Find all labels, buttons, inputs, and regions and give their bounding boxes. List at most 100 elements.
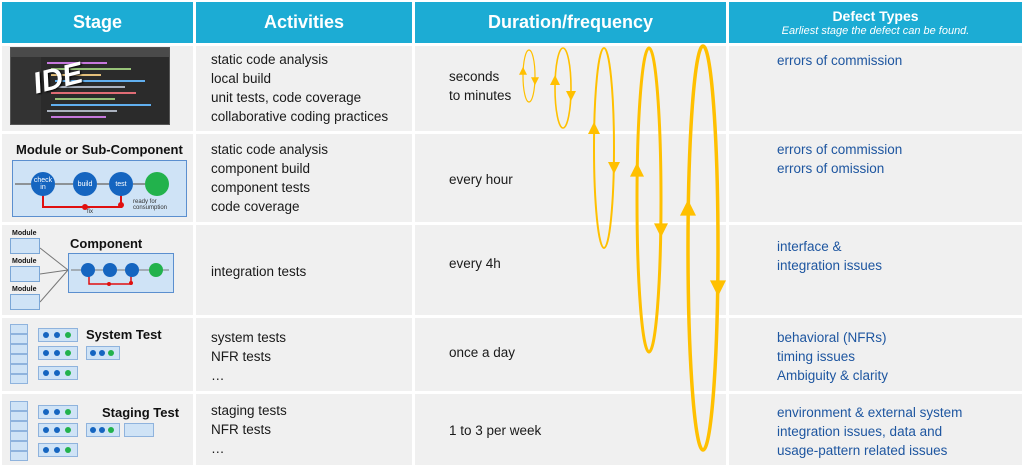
node-test: test bbox=[109, 172, 133, 196]
defect-item: environment & external system bbox=[777, 405, 963, 420]
activity-item: static code analysis bbox=[211, 52, 329, 67]
activities-list: staging tests NFR tests… bbox=[211, 401, 287, 458]
component-pipeline bbox=[68, 253, 174, 293]
activity-item: … bbox=[211, 368, 225, 383]
table-cell bbox=[729, 225, 1022, 315]
mini-staging-pipeline bbox=[124, 423, 154, 437]
activity-item: code coverage bbox=[211, 199, 300, 214]
table-cell bbox=[415, 225, 726, 315]
duration-line: seconds bbox=[449, 69, 500, 84]
mini-node bbox=[54, 409, 60, 415]
mini-module bbox=[10, 354, 28, 364]
mini-module bbox=[10, 334, 28, 344]
header-duration: Duration/frequency bbox=[415, 2, 726, 43]
mini-module bbox=[10, 374, 28, 384]
activity-item: component build bbox=[211, 161, 311, 176]
duration-text: every hour bbox=[449, 170, 513, 189]
duration-text: every 4h bbox=[449, 254, 501, 273]
system-test-diagram bbox=[10, 322, 180, 388]
stage-system-title: System Test bbox=[86, 327, 162, 342]
duration-line: to minutes bbox=[449, 88, 512, 103]
table-cell bbox=[729, 318, 1022, 391]
component-node-1 bbox=[81, 263, 95, 277]
module-label-1: Module bbox=[12, 230, 37, 237]
table-cell bbox=[196, 394, 412, 465]
activity-item: unit tests, code coverage bbox=[211, 90, 362, 105]
module-label-2: Module bbox=[12, 258, 37, 265]
table-cell bbox=[729, 46, 1022, 131]
activity-item: static code analysis bbox=[211, 142, 329, 157]
activities-list: system tests NFR tests … bbox=[211, 328, 286, 385]
activity-item: local build bbox=[211, 71, 272, 86]
header-duration-label: Duration/frequency bbox=[487, 12, 654, 32]
module-box-2 bbox=[10, 266, 40, 282]
header-defect-label: Defect Types bbox=[832, 8, 919, 24]
mini-node bbox=[54, 350, 60, 356]
activities-list: integration tests bbox=[211, 262, 306, 281]
mini-node bbox=[108, 427, 114, 433]
activity-item: component tests bbox=[211, 180, 311, 195]
table-cell bbox=[729, 134, 1022, 222]
mini-node bbox=[65, 427, 71, 433]
duration-line: 1 to 3 per week bbox=[449, 423, 542, 438]
header-defect-subtitle: Earliest stage the defect can be found. bbox=[781, 25, 970, 37]
mini-node bbox=[65, 447, 71, 453]
defect-item: errors of commission bbox=[777, 142, 903, 157]
module-box-3 bbox=[10, 294, 40, 310]
mini-module bbox=[10, 441, 28, 451]
staging-test-diagram bbox=[10, 399, 180, 461]
table-cell bbox=[415, 318, 726, 391]
activity-item: … bbox=[211, 441, 225, 456]
component-node-2 bbox=[103, 263, 117, 277]
mini-node bbox=[43, 447, 49, 453]
mini-node bbox=[90, 427, 96, 433]
stage-component-title: Component bbox=[70, 236, 143, 251]
mini-node bbox=[43, 350, 49, 356]
activity-item: system tests bbox=[211, 330, 287, 345]
duration-text: 1 to 3 per week bbox=[449, 421, 541, 440]
mini-node bbox=[54, 332, 60, 338]
component-node-ready bbox=[149, 263, 163, 277]
defect-item: timing issues bbox=[777, 349, 856, 364]
mini-node bbox=[99, 350, 105, 356]
defect-types-list: errors of commission bbox=[777, 51, 902, 70]
defect-types-list: behavioral (NFRs) timing issues Ambiguity … bbox=[777, 328, 888, 385]
mini-node bbox=[90, 350, 96, 356]
duration-line: once a day bbox=[449, 345, 516, 360]
header-stage-label: Stage bbox=[72, 12, 123, 32]
defect-item: integration issues bbox=[777, 258, 883, 273]
mini-node bbox=[65, 350, 71, 356]
activity-item: NFR tests bbox=[211, 349, 272, 364]
ready-label: ready for consumption bbox=[133, 199, 168, 211]
mini-node bbox=[108, 350, 114, 356]
module-label-3: Module bbox=[12, 286, 37, 293]
duration-text: once a day bbox=[449, 343, 515, 362]
mini-node bbox=[65, 409, 71, 415]
stage-module-title: Module or Sub-Component bbox=[16, 142, 183, 157]
mini-node bbox=[43, 370, 49, 376]
defect-types-list: environment & external system integration… bbox=[777, 403, 962, 460]
table-cell bbox=[196, 134, 412, 222]
defect-item: errors of commission bbox=[777, 53, 903, 68]
activity-item: staging tests bbox=[211, 403, 287, 418]
header-activities-label: Activities bbox=[263, 12, 345, 32]
mini-node bbox=[65, 370, 71, 376]
defect-item: behavioral (NFRs) bbox=[777, 330, 887, 345]
component-node-3 bbox=[125, 263, 139, 277]
defect-item: Ambiguity & clarity bbox=[777, 368, 889, 383]
module-box-1 bbox=[10, 238, 40, 254]
mini-node bbox=[43, 409, 49, 415]
mini-node bbox=[43, 332, 49, 338]
ide-screenshot: IDE bbox=[10, 47, 170, 125]
activities-list: static code analysis local build unit test… bbox=[211, 50, 388, 126]
mini-node bbox=[43, 427, 49, 433]
defect-types-list: interface & integration issues bbox=[777, 237, 882, 275]
mini-module bbox=[10, 451, 28, 461]
mini-node bbox=[65, 332, 71, 338]
mini-module bbox=[10, 344, 28, 354]
activities-list: static code analysis component build compo… bbox=[211, 140, 328, 216]
mini-module bbox=[10, 364, 28, 374]
table-cell bbox=[415, 394, 726, 465]
stage-staging-title: Staging Test bbox=[102, 405, 180, 420]
node-build: build bbox=[73, 172, 97, 196]
